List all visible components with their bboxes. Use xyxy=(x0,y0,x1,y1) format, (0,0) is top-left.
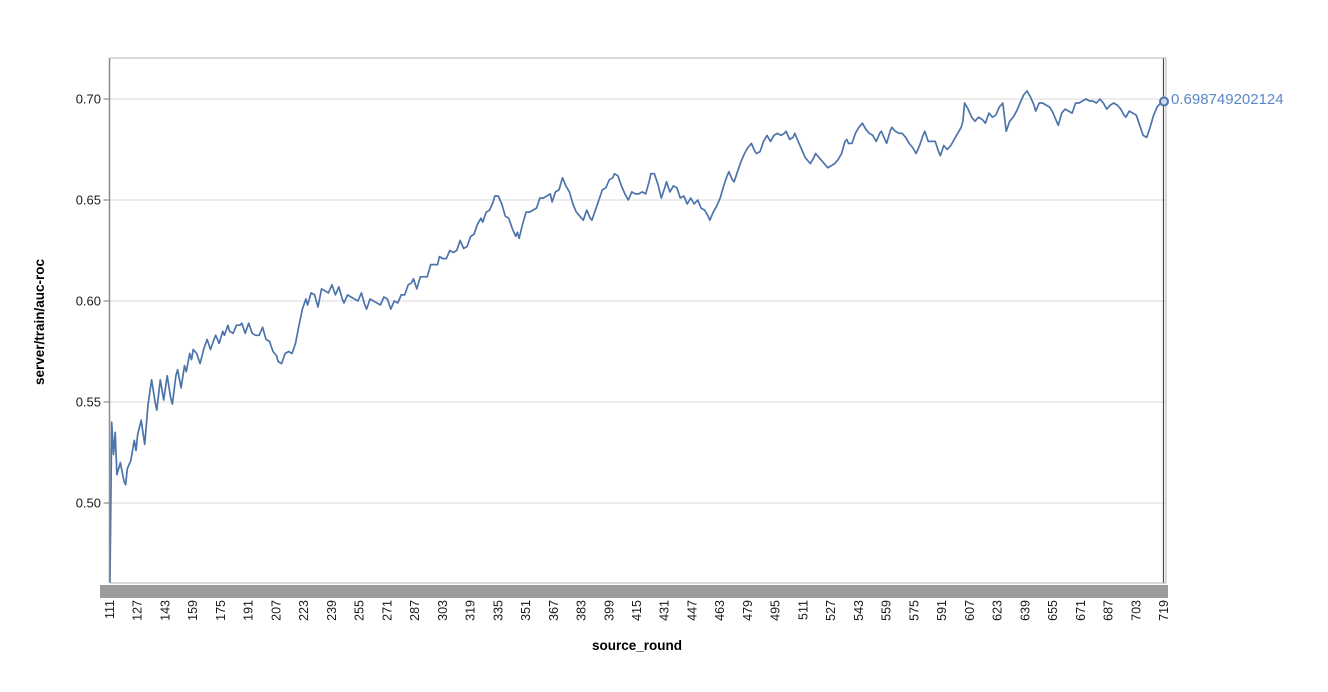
x-tick-label: 143 xyxy=(158,600,172,621)
x-tick-label: 111 xyxy=(103,600,117,619)
x-tick-label: 207 xyxy=(269,600,283,621)
x-tick-label: 431 xyxy=(658,600,672,621)
series-layer xyxy=(109,90,1165,583)
x-tick-label: 687 xyxy=(1102,600,1116,621)
x-tick-label: 495 xyxy=(769,600,783,621)
x-tick-label: 335 xyxy=(491,600,505,621)
x-tick-label: 271 xyxy=(380,600,394,621)
y-tick-label: 0.60 xyxy=(76,294,101,309)
x-tick-label: 447 xyxy=(685,600,699,621)
x-tick-label: 159 xyxy=(186,600,200,621)
x-tick-label: 223 xyxy=(297,600,311,621)
x-tick-label: 175 xyxy=(214,600,228,621)
y-tick-label: 0.50 xyxy=(76,496,101,511)
x-range-slider-bar[interactable] xyxy=(100,585,1168,598)
x-tick-label: 463 xyxy=(713,600,727,621)
x-tick-label: 591 xyxy=(935,600,949,621)
x-tick-label: 127 xyxy=(131,600,145,621)
y-tick-label: 0.55 xyxy=(76,395,101,410)
plot-frame xyxy=(108,57,1167,584)
y-tick-labels: 0.70 0.65 0.60 0.55 0.50 xyxy=(76,92,110,511)
x-tick-label: 575 xyxy=(907,600,921,621)
x-tick-label: 703 xyxy=(1129,600,1143,621)
x-tick-labels: 111 127 143 159 175 191 207 223 239 255 271 287 303 3… xyxy=(103,600,1171,621)
x-tick-label: 639 xyxy=(1018,600,1032,621)
x-tick-label: 383 xyxy=(575,600,589,621)
x-tick-label: 559 xyxy=(880,600,894,621)
y-tick-label: 0.65 xyxy=(76,193,101,208)
x-tick-label: 623 xyxy=(991,600,1005,621)
x-tick-label: 479 xyxy=(741,600,755,621)
x-tick-label: 527 xyxy=(824,600,838,621)
x-tick-label: 319 xyxy=(464,600,478,621)
x-tick-label: 287 xyxy=(408,600,422,621)
x-tick-label: 255 xyxy=(353,600,367,621)
final-value-label: 0.698749202124 xyxy=(1171,91,1284,108)
y-axis-title: server/train/auc-roc xyxy=(32,258,47,385)
x-tick-label: 399 xyxy=(602,600,616,621)
plot-hover-area[interactable] xyxy=(110,58,1166,583)
x-tick-label: 719 xyxy=(1157,600,1171,621)
x-tick-label: 239 xyxy=(325,600,339,621)
final-point-marker[interactable] xyxy=(1159,96,1169,107)
x-tick-label: 607 xyxy=(963,600,977,621)
x-tick-label: 351 xyxy=(519,600,533,621)
x-tick-label: 511 xyxy=(796,600,810,620)
y-tick-label: 0.70 xyxy=(76,92,101,107)
x-tick-label: 367 xyxy=(547,600,561,621)
x-tick-label: 671 xyxy=(1074,600,1088,621)
x-tick-label: 303 xyxy=(436,600,450,621)
x-tick-label: 191 xyxy=(242,600,256,621)
metric-line[interactable] xyxy=(109,90,1165,583)
x-axis-title: source_round xyxy=(592,638,682,653)
x-tick-label: 543 xyxy=(852,600,866,621)
x-tick-label: 415 xyxy=(630,600,644,621)
gridlines-layer xyxy=(110,98,1166,504)
x-tick-label: 655 xyxy=(1046,600,1060,621)
